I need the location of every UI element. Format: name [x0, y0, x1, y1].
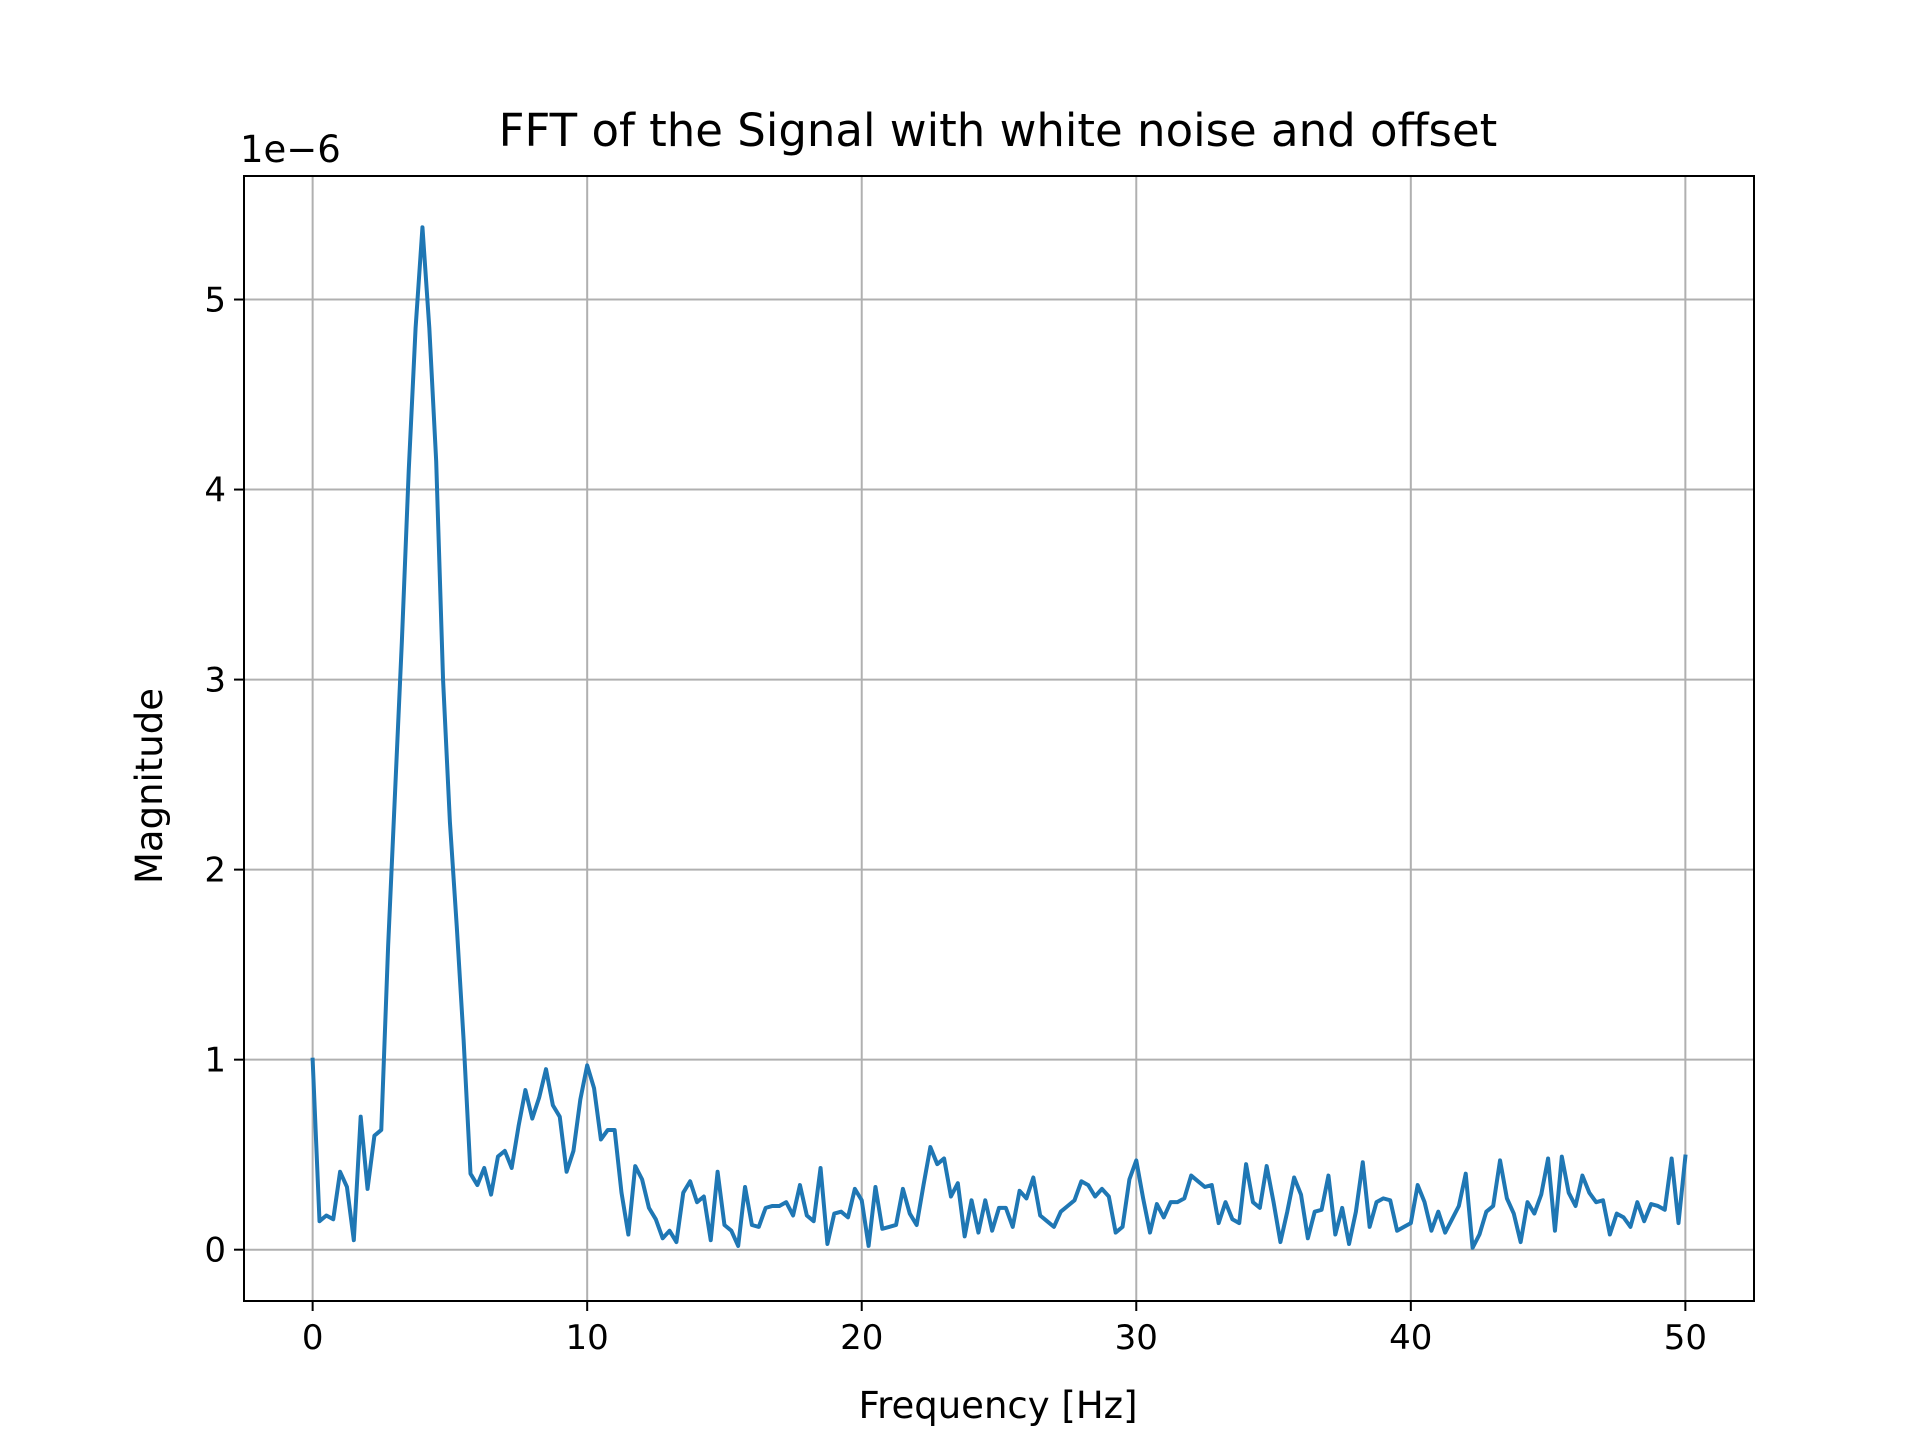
x-axis: 0 10 20 30 40 50	[302, 1301, 1707, 1358]
line-layer	[310, 225, 1688, 1250]
x-tick-label: 10	[566, 1318, 609, 1358]
y-axis-label: Magnitude	[128, 688, 171, 884]
y-tick-label: 1	[204, 1041, 226, 1081]
series-line	[310, 225, 1688, 1250]
y-tick-label: 3	[204, 661, 226, 701]
plot-frame	[243, 175, 1755, 1302]
y-tick-label: 4	[204, 471, 226, 511]
x-tick-label: 40	[1389, 1318, 1432, 1358]
x-tick-label: 0	[302, 1318, 324, 1358]
y-tick-label: 5	[204, 281, 226, 321]
x-axis-label: Frequency [Hz]	[858, 1384, 1137, 1427]
x-tick-label: 50	[1664, 1318, 1707, 1358]
chart-title: FFT of the Signal with white noise and o…	[499, 104, 1498, 157]
x-tick-label: 30	[1115, 1318, 1158, 1358]
y-tick-label: 0	[204, 1231, 226, 1271]
y-axis: 0 1 2 3 4 5	[204, 281, 244, 1271]
y-offset-text: 1e−6	[240, 128, 341, 171]
y-tick-label: 2	[204, 851, 226, 891]
grid	[244, 176, 1754, 1301]
x-tick-label: 20	[840, 1318, 883, 1358]
